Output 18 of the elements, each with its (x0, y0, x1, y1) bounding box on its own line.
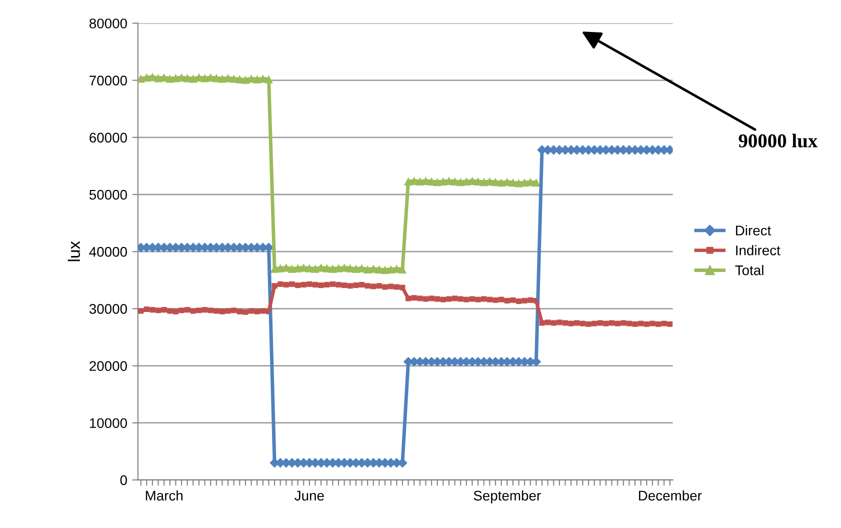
y-tick-label: 50000 (89, 190, 127, 200)
y-tick-label: 10000 (90, 418, 127, 428)
legend-label: Direct (736, 225, 772, 236)
x-tick-label: September (474, 490, 541, 504)
y-axis-title: lux (68, 241, 80, 262)
legend-label: Total (735, 265, 764, 276)
y-tick-label: 70000 (90, 76, 127, 86)
y-tick-label: 80000 (89, 18, 127, 28)
text: 90000 lux (738, 134, 818, 148)
y-tick-label: 60000 (90, 132, 127, 143)
x-tick-label: December (639, 490, 702, 501)
y-tick-label: 0 (120, 475, 127, 486)
y-tick-label: 20000 (90, 361, 127, 371)
y-tick-label: 40000 (89, 246, 127, 257)
x-tick-label: March (146, 490, 182, 501)
y-tick-label: 30000 (89, 304, 127, 314)
x-tick-label: June (294, 490, 324, 501)
legend-label: Indirect (736, 245, 780, 256)
